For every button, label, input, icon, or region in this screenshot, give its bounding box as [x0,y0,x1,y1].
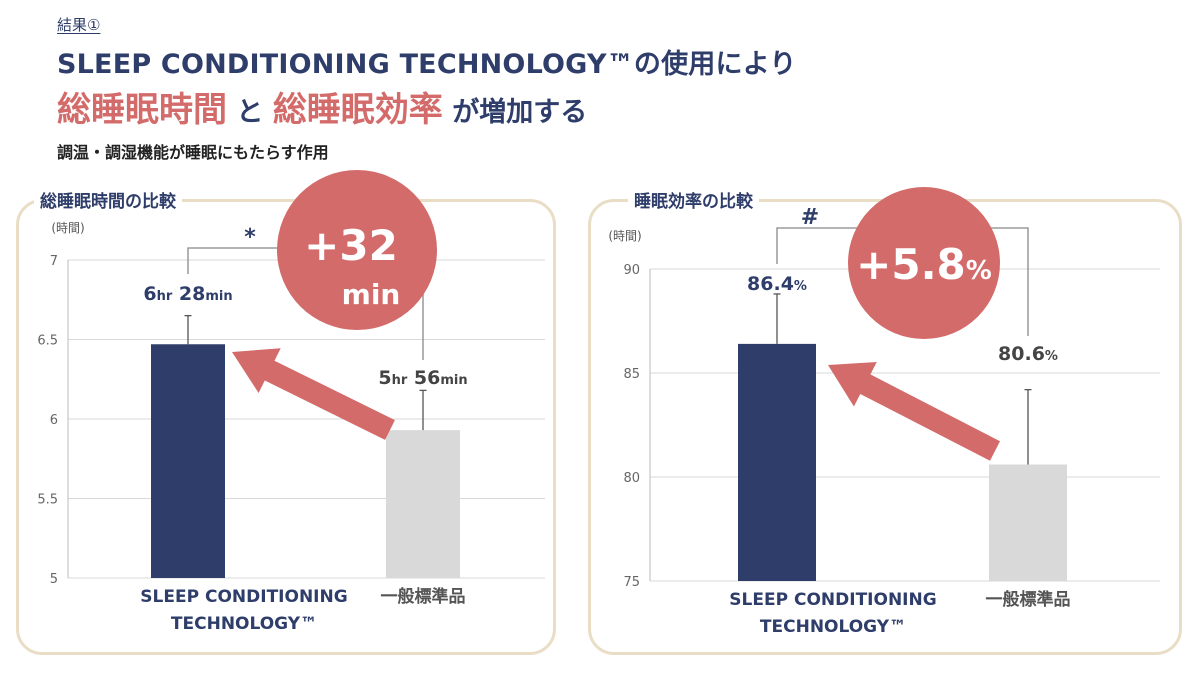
category-label-1: 一般標準品 [986,589,1071,610]
significance-marker: * [244,225,256,250]
result-kicker: 結果① [57,16,101,34]
category-label-0: SLEEP CONDITIONING [729,590,936,610]
badge-value: +32 [304,221,398,270]
headline-line2: 総睡眠時間 と 総睡眠効率 が増加する [57,82,587,131]
category-label-0: TECHNOLOGY™ [760,617,906,637]
headline-line1: SLEEP CONDITIONING TECHNOLOGY™の使用により [57,49,797,80]
chart-title-sleep-efficiency: 睡眠効率の比較 [628,187,759,212]
y-tick-label: 5.5 [37,493,58,508]
y-tick-label: 6 [50,413,58,428]
y-tick-label: 90 [623,263,640,278]
bar-1 [386,430,460,578]
value-label-0: 6hr 28min [143,283,232,305]
y-tick-label: 75 [623,575,640,590]
headline-connector: と [227,97,273,128]
chart-title-total-sleep-time: 総睡眠時間の比較 [34,187,182,212]
value-label-0: 86.4% [747,273,807,295]
chart-panel-total-sleep-time [16,199,556,655]
headline-highlight-sleep-efficiency: 総睡眠効率 [272,90,443,130]
category-label-0: TECHNOLOGY™ [171,614,317,634]
badge-value: +5.8% [856,240,992,289]
y-unit-label: (時間) [608,229,641,243]
badge-unit: % [966,256,992,286]
y-tick-label: 5 [50,572,58,587]
headline-suffix: が増加する [442,97,588,128]
difference-badge [848,187,1000,339]
y-tick-label: 6.5 [37,334,58,349]
increase-arrow [232,348,395,440]
y-tick-label: 85 [623,367,640,382]
y-unit-label: (時間) [51,221,84,235]
category-label-0: SLEEP CONDITIONING [140,587,347,607]
difference-badge [277,170,437,330]
bar-0 [738,343,816,581]
badge-unit: min [342,278,401,311]
bar-1 [989,464,1067,581]
value-label-1: 80.6% [998,343,1058,365]
increase-arrow [828,362,1000,461]
y-tick-label: 80 [623,471,640,486]
y-tick-label: 7 [50,254,58,269]
headline-highlight-total-sleep: 総睡眠時間 [57,90,227,130]
category-label-1: 一般標準品 [381,586,466,607]
bar-0 [151,344,225,578]
value-label-1: 5hr 56min [378,367,467,389]
significance-marker: # [801,205,819,230]
subtitle: 調温・調湿機能が睡眠にもたらす作用 [57,143,329,162]
